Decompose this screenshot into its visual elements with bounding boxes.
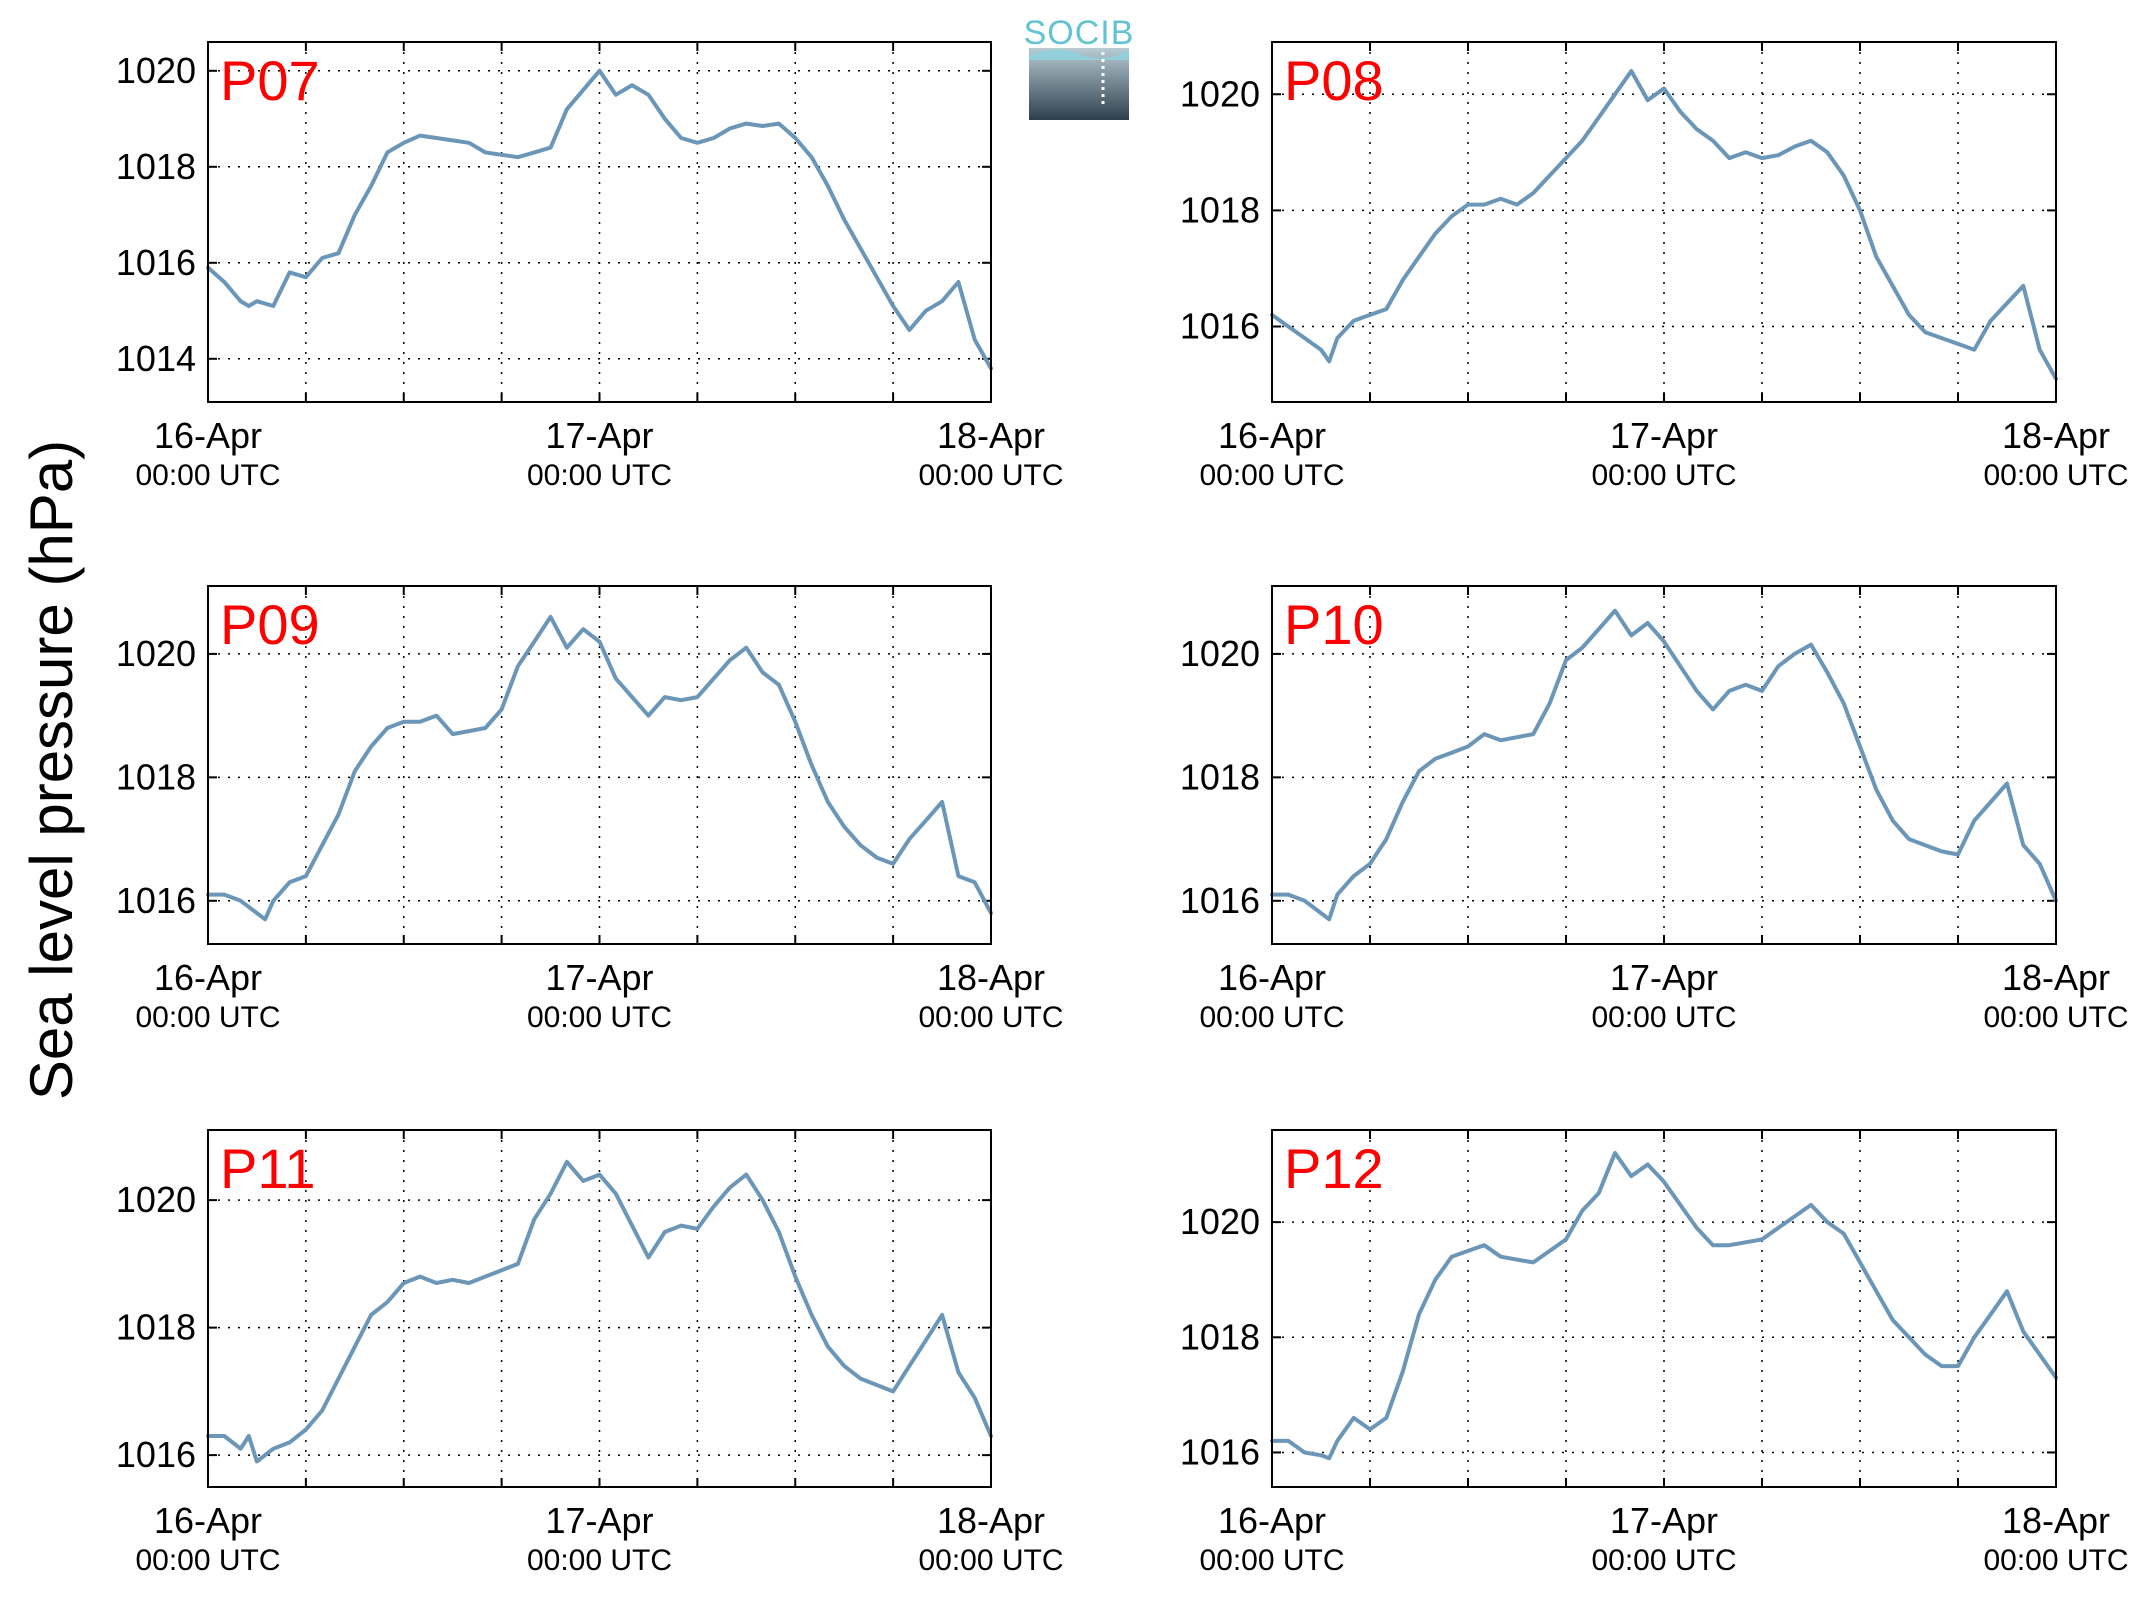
x-tick-date-p08: 17-Apr [1610, 415, 1718, 456]
x-tick-time-p07: 00:00 UTC [918, 459, 1063, 492]
y-tick-label-p08: 1018 [1180, 189, 1260, 230]
series-line-p12 [1270, 1151, 2058, 1461]
x-tick-time-p12: 00:00 UTC [1199, 1544, 1344, 1577]
y-tick-label-p07: 1016 [116, 242, 196, 283]
x-tick-time-p12: 00:00 UTC [1591, 1544, 1736, 1577]
axes-frame-p10 [1271, 585, 2057, 945]
axes-frame-p11 [207, 1129, 992, 1488]
x-tick-time-p09: 00:00 UTC [527, 1001, 672, 1034]
axes-frame-p12 [1271, 1129, 2057, 1488]
y-tick-label-p09: 1020 [116, 633, 196, 674]
x-tick-time-p08: 00:00 UTC [1983, 459, 2128, 492]
x-tick-date-p08: 18-Apr [2002, 415, 2110, 456]
x-tick-time-p10: 00:00 UTC [1591, 1001, 1736, 1034]
y-tick-label-p10: 1020 [1180, 633, 1260, 674]
panel-label-p09: P09 [220, 593, 320, 656]
x-tick-time-p10: 00:00 UTC [1199, 1001, 1344, 1034]
x-tick-date-p09: 17-Apr [545, 957, 653, 998]
x-tick-date-p11: 18-Apr [937, 1500, 1045, 1541]
x-tick-date-p12: 18-Apr [2002, 1500, 2110, 1541]
y-tick-label-p09: 1016 [116, 880, 196, 921]
panel-label-p08: P08 [1284, 49, 1384, 112]
series-line-p08 [1270, 69, 2058, 381]
x-tick-time-p09: 00:00 UTC [918, 1001, 1063, 1034]
x-tick-date-p07: 18-Apr [937, 415, 1045, 456]
y-tick-label-p12: 1016 [1180, 1431, 1260, 1472]
x-tick-date-p09: 16-Apr [154, 957, 262, 998]
x-tick-time-p11: 00:00 UTC [918, 1544, 1063, 1577]
x-tick-time-p12: 00:00 UTC [1983, 1544, 2128, 1577]
x-tick-time-p11: 00:00 UTC [527, 1544, 672, 1577]
y-tick-label-p07: 1014 [116, 338, 196, 379]
x-tick-time-p07: 00:00 UTC [527, 459, 672, 492]
x-tick-date-p11: 17-Apr [545, 1500, 653, 1541]
y-tick-label-p07: 1020 [116, 50, 196, 91]
y-axis-label: Sea level pressure (hPa) [18, 440, 85, 1100]
series-line-p11 [206, 1159, 993, 1464]
x-tick-date-p11: 16-Apr [154, 1500, 262, 1541]
y-tick-label-p12: 1020 [1180, 1201, 1260, 1242]
x-tick-date-p09: 18-Apr [937, 957, 1045, 998]
y-tick-label-p10: 1016 [1180, 880, 1260, 921]
axes-frame-p07 [207, 41, 992, 403]
x-tick-time-p11: 00:00 UTC [135, 1544, 280, 1577]
x-tick-date-p10: 17-Apr [1610, 957, 1718, 998]
y-tick-label-p09: 1018 [116, 756, 196, 797]
series-line-p09 [206, 614, 993, 922]
panel-label-p11: P11 [220, 1137, 315, 1200]
logo-wave [1029, 49, 1129, 60]
x-tick-time-p09: 00:00 UTC [135, 1001, 280, 1034]
y-tick-label-p08: 1020 [1180, 73, 1260, 114]
x-tick-date-p07: 17-Apr [545, 415, 653, 456]
y-tick-label-p12: 1018 [1180, 1316, 1260, 1357]
panel-label-p10: P10 [1284, 593, 1384, 656]
panel-label-p07: P07 [220, 49, 320, 112]
y-tick-label-p08: 1016 [1180, 306, 1260, 347]
x-tick-date-p10: 16-Apr [1218, 957, 1326, 998]
logo-text: SOCIB [1024, 14, 1135, 52]
x-tick-time-p07: 00:00 UTC [135, 459, 280, 492]
y-tick-label-p10: 1018 [1180, 756, 1260, 797]
panel-label-p12: P12 [1284, 1137, 1384, 1200]
socib-logo: SOCIB [1024, 14, 1135, 120]
x-tick-date-p08: 16-Apr [1218, 415, 1326, 456]
y-tick-label-p11: 1020 [116, 1179, 196, 1220]
series-line-p10 [1270, 608, 2058, 922]
x-tick-time-p08: 00:00 UTC [1199, 459, 1344, 492]
y-tick-label-p07: 1018 [116, 146, 196, 187]
x-tick-date-p12: 16-Apr [1218, 1500, 1326, 1541]
series-line-p07 [206, 68, 993, 371]
x-tick-time-p08: 00:00 UTC [1591, 459, 1736, 492]
axes-frame-p09 [207, 585, 992, 945]
x-tick-time-p10: 00:00 UTC [1983, 1001, 2128, 1034]
y-tick-label-p11: 1018 [116, 1307, 196, 1348]
y-tick-label-p11: 1016 [116, 1434, 196, 1475]
x-tick-date-p10: 18-Apr [2002, 957, 2110, 998]
x-tick-date-p12: 17-Apr [1610, 1500, 1718, 1541]
x-tick-date-p07: 16-Apr [154, 415, 262, 456]
axes-frame-p08 [1271, 41, 2057, 403]
